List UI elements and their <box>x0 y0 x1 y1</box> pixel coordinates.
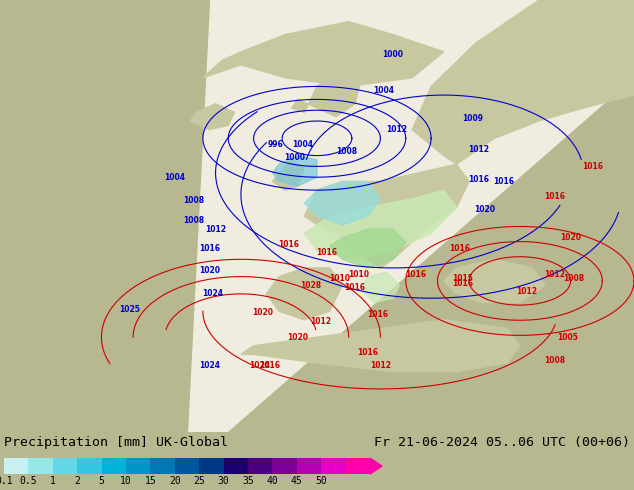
Polygon shape <box>266 268 342 320</box>
Polygon shape <box>292 65 361 117</box>
Bar <box>199 458 224 474</box>
Bar <box>297 458 321 474</box>
Text: 1016: 1016 <box>544 192 566 201</box>
Text: 1016: 1016 <box>404 270 426 279</box>
Text: 1012: 1012 <box>515 287 537 296</box>
Text: 1008: 1008 <box>563 274 585 283</box>
Text: 1016: 1016 <box>366 310 388 319</box>
Text: 1008: 1008 <box>183 216 204 225</box>
Text: 35: 35 <box>242 476 254 486</box>
Text: 1016: 1016 <box>582 162 604 171</box>
Bar <box>175 458 199 474</box>
Text: 0.1: 0.1 <box>0 476 13 486</box>
Text: 50: 50 <box>315 476 327 486</box>
Text: 2: 2 <box>74 476 80 486</box>
Text: 25: 25 <box>193 476 205 486</box>
Text: 1000: 1000 <box>382 49 404 58</box>
Text: 10: 10 <box>120 476 132 486</box>
Text: 1010: 1010 <box>328 274 350 283</box>
Bar <box>77 458 101 474</box>
Text: 1005: 1005 <box>557 333 578 342</box>
Polygon shape <box>412 0 634 164</box>
Polygon shape <box>241 320 520 372</box>
Bar <box>126 458 150 474</box>
Polygon shape <box>330 229 406 268</box>
Text: 1012: 1012 <box>370 361 391 369</box>
Polygon shape <box>304 181 380 225</box>
Text: 1012: 1012 <box>385 125 407 134</box>
Text: 1024: 1024 <box>202 290 223 298</box>
Text: 1020: 1020 <box>474 205 496 214</box>
Text: 1004: 1004 <box>164 172 185 182</box>
Text: 1000: 1000 <box>284 153 306 162</box>
Bar <box>4 458 29 474</box>
Polygon shape <box>361 272 399 302</box>
Bar <box>224 458 248 474</box>
Text: 996: 996 <box>268 140 283 149</box>
Text: 1012: 1012 <box>544 270 566 279</box>
Text: 1016: 1016 <box>316 248 337 257</box>
Text: 1016: 1016 <box>468 175 489 184</box>
Bar <box>248 458 273 474</box>
Text: 1024: 1024 <box>198 361 220 369</box>
Text: 1028: 1028 <box>300 281 321 290</box>
Text: 1008: 1008 <box>336 147 358 156</box>
Text: 1: 1 <box>50 476 56 486</box>
Text: 0.5: 0.5 <box>20 476 37 486</box>
Text: 40: 40 <box>266 476 278 486</box>
Polygon shape <box>444 259 545 302</box>
Text: 1004: 1004 <box>292 140 314 149</box>
Text: 1016: 1016 <box>449 244 470 253</box>
Polygon shape <box>203 22 444 86</box>
Text: 20: 20 <box>169 476 181 486</box>
Polygon shape <box>370 458 382 474</box>
Bar <box>101 458 126 474</box>
Text: 30: 30 <box>217 476 230 486</box>
Text: 1004: 1004 <box>373 86 394 95</box>
Text: 1009: 1009 <box>462 114 483 123</box>
Bar <box>321 458 346 474</box>
Text: Precipitation [mm] UK-Global: Precipitation [mm] UK-Global <box>4 436 228 449</box>
Text: 1020: 1020 <box>560 233 581 242</box>
Text: 1012: 1012 <box>468 145 489 153</box>
Text: 1016: 1016 <box>198 244 220 253</box>
Text: Fr 21-06-2024 05..06 UTC (00+06): Fr 21-06-2024 05..06 UTC (00+06) <box>374 436 630 449</box>
Text: 1016: 1016 <box>493 177 515 186</box>
Text: 1020: 1020 <box>287 333 309 342</box>
Polygon shape <box>190 104 235 130</box>
Text: 1025: 1025 <box>120 304 140 314</box>
Text: 1016: 1016 <box>452 279 474 288</box>
Polygon shape <box>187 0 634 467</box>
Polygon shape <box>273 156 317 186</box>
Polygon shape <box>304 190 456 259</box>
Text: 1015: 1015 <box>453 274 473 283</box>
Bar <box>29 458 53 474</box>
Bar <box>346 458 370 474</box>
Text: 1016: 1016 <box>357 348 378 357</box>
Text: 1020: 1020 <box>198 266 220 274</box>
Bar <box>150 458 175 474</box>
Text: 1016: 1016 <box>278 240 299 249</box>
Text: 1012: 1012 <box>205 224 226 234</box>
Text: 1016: 1016 <box>259 361 280 369</box>
Text: 15: 15 <box>145 476 156 486</box>
Polygon shape <box>304 164 469 268</box>
Text: 1008: 1008 <box>183 196 204 205</box>
Text: 1012: 1012 <box>309 318 331 326</box>
Polygon shape <box>273 160 304 190</box>
Text: 5: 5 <box>99 476 105 486</box>
Text: 1020: 1020 <box>252 308 274 317</box>
Text: 1016: 1016 <box>344 283 366 292</box>
Text: 45: 45 <box>291 476 302 486</box>
Text: 1024: 1024 <box>249 361 271 369</box>
Bar <box>273 458 297 474</box>
Text: 1010: 1010 <box>347 270 369 279</box>
Text: 1008: 1008 <box>544 356 566 366</box>
Bar <box>53 458 77 474</box>
